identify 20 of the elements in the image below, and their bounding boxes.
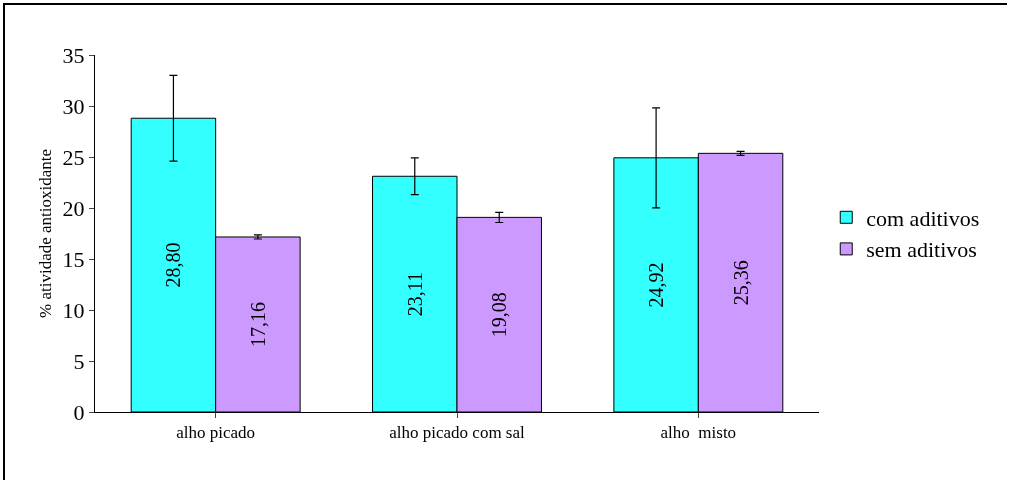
y-tick-label: 15 bbox=[62, 246, 85, 272]
y-tick-label: 30 bbox=[62, 93, 85, 119]
x-tick-label: alho picado bbox=[176, 423, 256, 443]
data-label: 17,16 bbox=[246, 301, 269, 347]
data-label: 25,36 bbox=[729, 260, 752, 306]
x-tick-label: alho misto bbox=[660, 423, 737, 443]
legend-label: com aditivos bbox=[866, 205, 980, 231]
y-axis-title: % atividade antioxidante bbox=[36, 149, 55, 318]
y-tick-label: 0 bbox=[73, 399, 85, 425]
legend-label: sem aditivos bbox=[866, 237, 977, 263]
data-label: 28,80 bbox=[162, 242, 185, 288]
data-label: 19,08 bbox=[488, 292, 511, 338]
y-tick-label: 25 bbox=[62, 144, 85, 170]
data-label: 23,11 bbox=[403, 272, 426, 317]
data-label: 24,92 bbox=[645, 262, 668, 308]
y-tick-label: 10 bbox=[62, 297, 85, 323]
y-tick-label: 20 bbox=[62, 195, 85, 221]
y-tick-label: 5 bbox=[73, 348, 85, 374]
y-tick-label: 35 bbox=[62, 42, 85, 68]
x-tick-label: alho picado com sal bbox=[389, 423, 526, 443]
